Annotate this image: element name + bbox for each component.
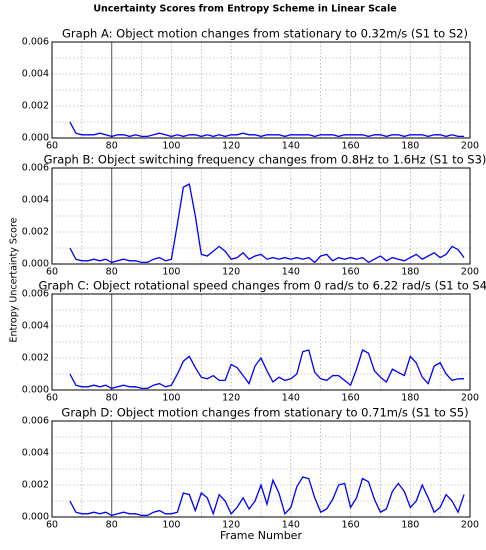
panel-title: Graph B: Object switching frequency chan… xyxy=(44,153,486,167)
y-tick-label: 0.002 xyxy=(22,101,49,112)
y-axis-label: Entropy Uncertainty Score xyxy=(9,217,20,342)
plot-frame xyxy=(51,41,471,139)
plot-frame xyxy=(51,420,471,518)
y-tick-label: 0.002 xyxy=(22,480,49,491)
x-tick-label: 100 xyxy=(162,520,180,531)
x-tick-label: 160 xyxy=(342,393,360,404)
plot-frame xyxy=(51,167,471,265)
x-axis-label: Frame Number xyxy=(220,529,302,542)
y-tick-label: 0.004 xyxy=(22,448,49,459)
x-tick-label: 180 xyxy=(401,141,419,152)
x-tick-label: 120 xyxy=(222,141,240,152)
y-tick-label: 0.000 xyxy=(22,385,49,396)
y-tick-label: 0.004 xyxy=(22,69,49,80)
figure-title: Uncertainty Scores from Entropy Scheme i… xyxy=(93,4,396,15)
x-tick-label: 80 xyxy=(106,520,118,531)
x-tick-label: 60 xyxy=(46,141,58,152)
y-tick-label: 0.002 xyxy=(22,353,49,364)
x-tick-label: 180 xyxy=(401,520,419,531)
y-tick-label: 0.006 xyxy=(22,163,49,174)
data-line xyxy=(69,121,465,138)
x-tick-label: 200 xyxy=(461,393,479,404)
y-tick-label: 0.000 xyxy=(22,512,49,523)
x-tick-label: 100 xyxy=(162,393,180,404)
x-tick-label: 200 xyxy=(461,141,479,152)
x-tick-label: 60 xyxy=(46,520,58,531)
y-tick-label: 0.006 xyxy=(22,37,49,48)
panel-title: Graph A: Object motion changes from stat… xyxy=(62,27,468,41)
x-tick-label: 60 xyxy=(46,393,58,404)
x-tick-label: 120 xyxy=(222,393,240,404)
x-tick-label: 80 xyxy=(106,393,118,404)
x-tick-label: 160 xyxy=(342,267,360,278)
x-tick-label: 200 xyxy=(461,520,479,531)
x-tick-label: 80 xyxy=(106,267,118,278)
x-tick-label: 180 xyxy=(401,267,419,278)
x-tick-label: 80 xyxy=(106,141,118,152)
x-tick-label: 180 xyxy=(401,393,419,404)
panel-title: Graph D: Object motion changes from stat… xyxy=(61,406,468,420)
y-tick-label: 0.006 xyxy=(22,416,49,427)
x-tick-label: 160 xyxy=(342,141,360,152)
x-tick-label: 140 xyxy=(282,267,300,278)
y-tick-label: 0.004 xyxy=(22,195,49,206)
y-tick-label: 0.006 xyxy=(22,289,49,300)
x-tick-label: 120 xyxy=(222,520,240,531)
x-tick-label: 140 xyxy=(282,520,300,531)
y-tick-label: 0.000 xyxy=(22,259,49,270)
x-tick-label: 60 xyxy=(46,267,58,278)
x-tick-label: 160 xyxy=(342,520,360,531)
x-tick-label: 120 xyxy=(222,267,240,278)
x-tick-label: 140 xyxy=(282,393,300,404)
data-line xyxy=(69,476,465,517)
data-line xyxy=(69,183,465,264)
x-tick-label: 100 xyxy=(162,141,180,152)
x-tick-label: 100 xyxy=(162,267,180,278)
plot-frame xyxy=(51,293,471,391)
x-tick-label: 140 xyxy=(282,141,300,152)
y-tick-label: 0.002 xyxy=(22,227,49,238)
data-line xyxy=(69,349,465,390)
y-tick-label: 0.000 xyxy=(22,133,49,144)
panel-title: Graph C: Object rotational speed changes… xyxy=(38,279,486,293)
y-tick-label: 0.004 xyxy=(22,321,49,332)
x-tick-label: 200 xyxy=(461,267,479,278)
